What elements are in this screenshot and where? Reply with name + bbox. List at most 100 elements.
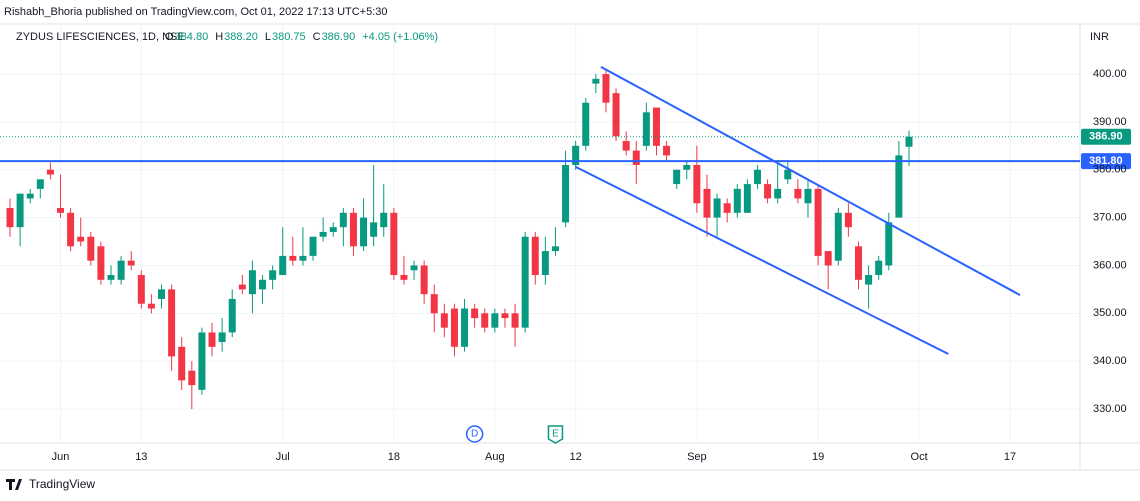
candle-body	[329, 227, 337, 232]
candle-body	[259, 279, 267, 290]
candle-body	[87, 236, 95, 261]
y-tick-label: 380.00	[1093, 164, 1127, 176]
candle-body	[279, 255, 287, 276]
candle-body	[521, 236, 529, 328]
ohlc-value: 384.80	[175, 31, 209, 43]
candle-body	[774, 188, 782, 199]
candle-body	[269, 270, 277, 280]
candle-body	[137, 275, 145, 304]
candle-body	[865, 275, 873, 285]
candle-body	[723, 203, 731, 213]
candle-body	[370, 222, 378, 237]
ohlc-key: L	[265, 31, 271, 43]
overlay: 381.80 386.90 D E	[0, 65, 1131, 444]
change: +4.05 (+1.06%)	[362, 31, 438, 43]
candle-body	[875, 260, 883, 276]
trend-line	[600, 65, 1021, 297]
ohlc-key: H	[215, 31, 223, 43]
published-line: Rishabh_Bhoria published on TradingView.…	[4, 6, 388, 18]
candle-body	[339, 212, 347, 228]
candle-body	[218, 332, 226, 343]
candle-body	[602, 74, 610, 103]
candle-body	[67, 212, 75, 247]
candle-body	[450, 308, 458, 347]
ohlc-key: C	[313, 31, 321, 43]
candle-body	[309, 236, 317, 256]
candle-body	[794, 188, 802, 199]
candle-body	[461, 308, 469, 347]
candle-body	[562, 164, 570, 223]
candle-body	[420, 265, 428, 295]
candle-body	[541, 251, 549, 276]
event-label: E	[552, 429, 559, 440]
x-tick-label: Aug	[485, 451, 505, 463]
price-tag	[1081, 153, 1131, 170]
ohlc-value: 388.20	[224, 31, 258, 43]
y-tick-label: 370.00	[1093, 212, 1127, 224]
candle-body	[733, 188, 741, 213]
candle-body	[26, 193, 34, 199]
candle-body	[198, 332, 206, 390]
x-tick-label: 17	[1004, 451, 1016, 463]
candle-body	[622, 141, 630, 151]
candle-body	[764, 184, 772, 199]
candle-body	[642, 112, 650, 146]
x-tick-label: 12	[570, 451, 582, 463]
candle-body	[551, 246, 559, 252]
legend-title: ZYDUS LIFESCIENCES, 1D, NSE	[16, 31, 185, 43]
candle-body	[158, 289, 166, 299]
candle-body	[77, 236, 85, 242]
x-tick-label: 19	[812, 451, 824, 463]
trend-line	[575, 165, 949, 355]
candle-body	[834, 212, 842, 261]
ohlc-key: O	[165, 31, 174, 43]
candle-body	[248, 270, 256, 295]
x-tick-label: Jun	[52, 451, 70, 463]
ohlc-value: 380.75	[272, 31, 306, 43]
candle-body	[400, 275, 408, 280]
candle-body	[440, 313, 448, 328]
candle-body	[46, 169, 54, 175]
candle-body	[663, 145, 671, 156]
candle-body	[572, 145, 580, 165]
candle-body	[824, 251, 832, 266]
y-tick-label: 400.00	[1093, 68, 1127, 80]
candle-body	[127, 260, 135, 266]
candle-body	[511, 313, 519, 328]
candle-body	[57, 208, 65, 213]
candle-body	[16, 193, 24, 228]
candle-body	[36, 179, 44, 189]
candle-body	[319, 231, 327, 237]
candle-body	[228, 298, 236, 333]
candle-body	[6, 208, 14, 228]
candle-body	[683, 164, 691, 170]
x-tick-label: Sep	[687, 451, 707, 463]
candle-body	[390, 212, 398, 276]
y-tick-label: 390.00	[1093, 116, 1127, 128]
candle-body	[592, 78, 600, 84]
candle-body	[168, 289, 176, 357]
candle-body	[238, 284, 246, 290]
y-tick-label: 330.00	[1093, 403, 1127, 415]
candle-body	[380, 212, 388, 228]
candle-body	[117, 260, 125, 280]
candle-body	[673, 169, 681, 185]
brand-logo	[6, 479, 22, 490]
candle-body	[471, 308, 479, 319]
candle-body	[481, 313, 489, 328]
candle-body	[501, 313, 509, 319]
candle-body	[531, 236, 539, 276]
candle-body	[844, 212, 852, 228]
candle-body	[208, 332, 216, 347]
event-marker	[547, 425, 564, 444]
event-label: D	[471, 429, 478, 440]
candle-body	[713, 198, 721, 218]
marks	[6, 69, 913, 410]
candle-body	[753, 169, 761, 185]
candle-body	[349, 212, 357, 247]
candle-body	[582, 102, 590, 146]
candle-body	[430, 294, 438, 314]
logo	[6, 479, 22, 490]
last-price-tag	[1081, 128, 1131, 145]
